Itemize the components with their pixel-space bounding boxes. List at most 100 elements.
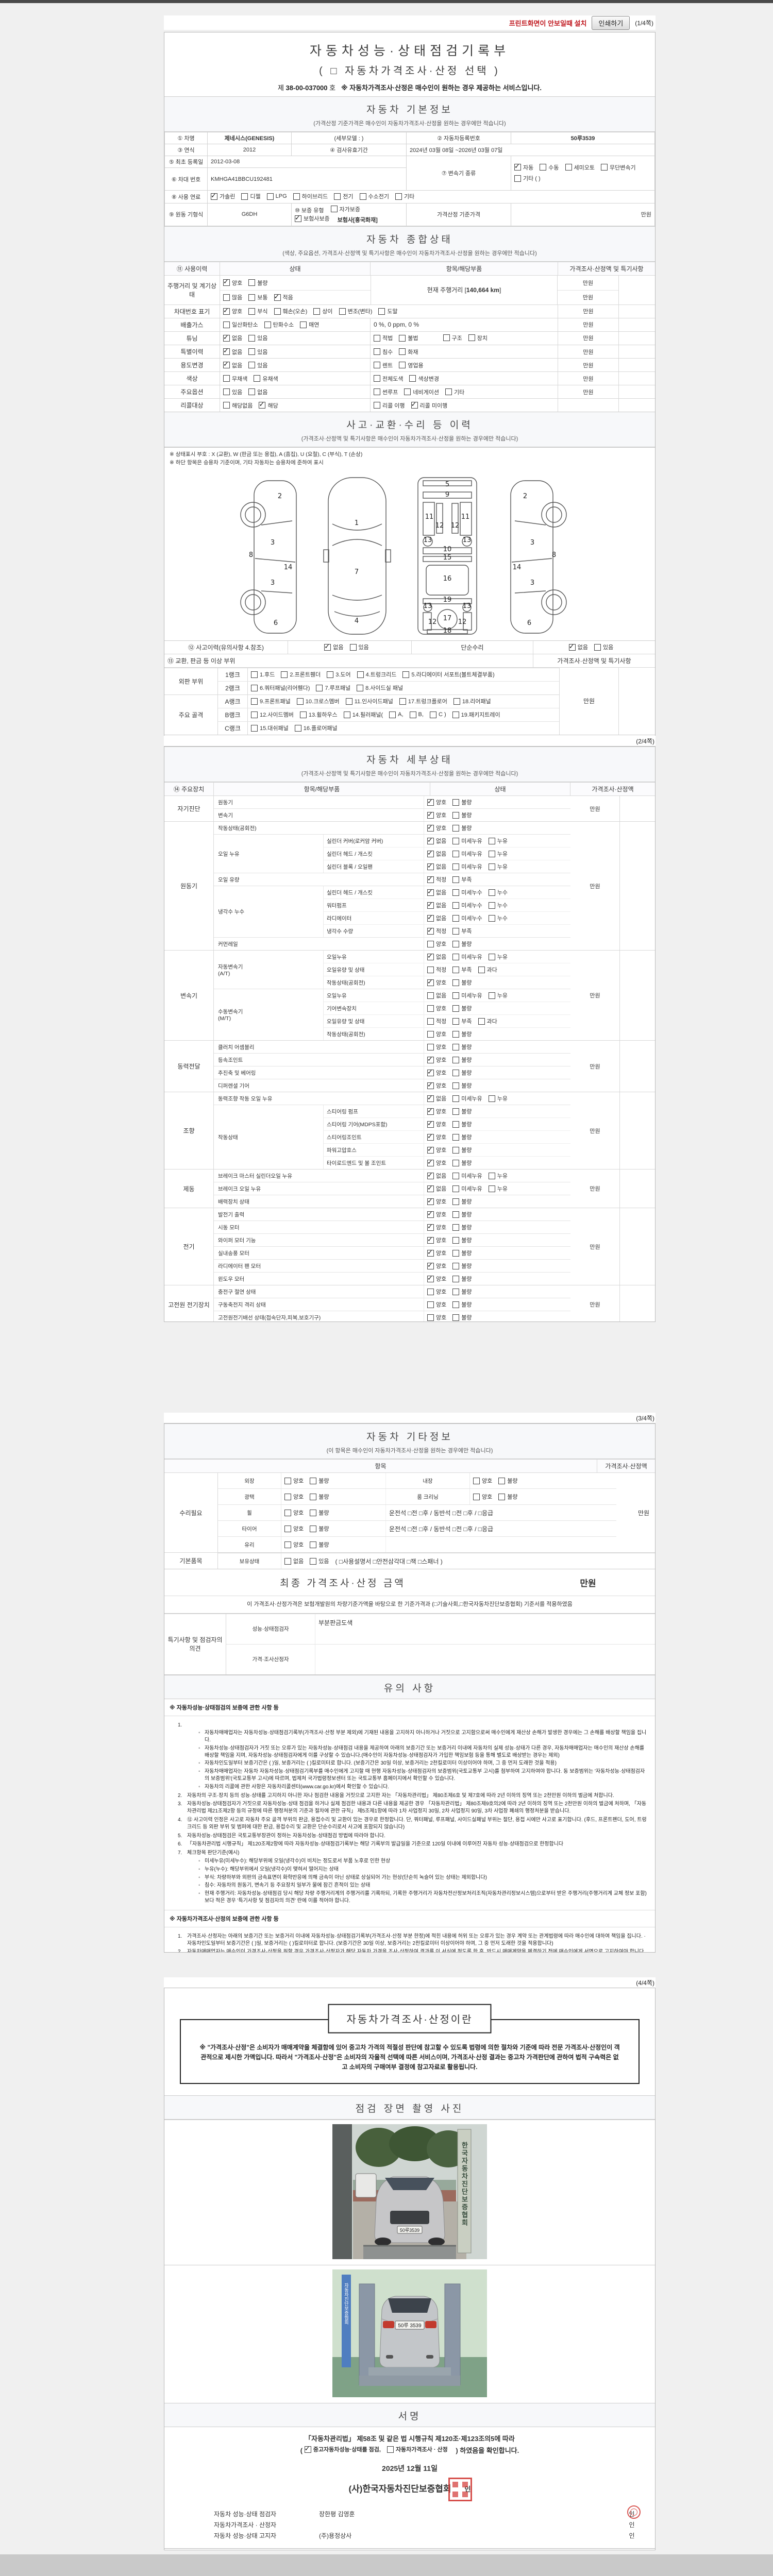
unchecked-checkbox-icon[interactable] [357, 684, 364, 691]
unchecked-checkbox-icon[interactable] [452, 1095, 460, 1102]
checked-checkbox-icon[interactable] [223, 278, 230, 286]
unchecked-checkbox-icon[interactable] [223, 321, 230, 328]
checkbox-option[interactable]: 누유 [488, 837, 508, 845]
unchecked-checkbox-icon[interactable] [478, 966, 485, 973]
checkbox-option[interactable]: 양호 [427, 940, 446, 948]
unchecked-checkbox-icon[interactable] [223, 375, 230, 382]
checkbox-option[interactable]: 양호 [427, 1287, 446, 1296]
checkbox-option[interactable]: 양호 [427, 1081, 446, 1090]
unchecked-checkbox-icon[interactable] [452, 1146, 460, 1154]
unchecked-checkbox-icon[interactable] [248, 279, 256, 286]
checkbox-option[interactable]: 양호 [427, 1261, 446, 1270]
unchecked-checkbox-icon[interactable] [453, 698, 460, 705]
unchecked-checkbox-icon[interactable] [452, 1172, 460, 1179]
checkbox-option[interactable]: 누유 [488, 850, 508, 858]
unchecked-checkbox-icon[interactable] [488, 1185, 495, 1192]
checked-checkbox-icon[interactable] [427, 1145, 434, 1154]
checkbox-option[interactable]: LPG [266, 193, 287, 200]
unchecked-checkbox-icon[interactable] [565, 164, 572, 171]
checkbox-option[interactable]: 양호 [427, 1132, 446, 1141]
unchecked-checkbox-icon[interactable] [452, 1262, 460, 1269]
checkbox-option[interactable]: 양호 [427, 1210, 446, 1218]
checkbox-option[interactable]: 양호 [427, 978, 446, 987]
checkbox-option[interactable]: 미세누유 [452, 1172, 482, 1180]
checkbox-option[interactable]: 양호 [427, 1313, 446, 1321]
unchecked-checkbox-icon[interactable] [488, 1172, 495, 1179]
unchecked-checkbox-icon[interactable] [427, 1314, 434, 1321]
checkbox-option[interactable]: 자동차가격조사 · 산정 [386, 2445, 448, 2453]
unchecked-checkbox-icon[interactable] [284, 1477, 291, 1484]
checkbox-option[interactable]: 색상변경 [409, 375, 439, 383]
checkbox-option[interactable]: 불량 [452, 1069, 472, 1077]
unchecked-checkbox-icon[interactable] [452, 914, 460, 922]
unchecked-checkbox-icon[interactable] [488, 889, 495, 896]
checkbox-option[interactable]: 5.라디에이터 서포트(볼트체결부품) [402, 670, 495, 679]
unchecked-checkbox-icon[interactable] [248, 348, 256, 355]
checked-checkbox-icon[interactable] [295, 214, 301, 222]
checkbox-option[interactable]: 미세누유 [452, 837, 482, 845]
unchecked-checkbox-icon[interactable] [294, 724, 301, 732]
checkbox-option[interactable]: 있음 [248, 361, 268, 369]
unchecked-checkbox-icon[interactable] [343, 711, 350, 718]
checkbox-option[interactable]: 있음 [310, 1557, 329, 1565]
checkbox-option[interactable]: 양호 [427, 1223, 446, 1231]
checkbox-option[interactable]: 보통 [248, 293, 268, 301]
unchecked-checkbox-icon[interactable] [310, 1493, 317, 1500]
submodel-field[interactable]: (세부모델 : ) [291, 132, 407, 144]
checkbox-option[interactable]: 불량 [452, 1262, 472, 1270]
checkbox-option[interactable]: 매연 [300, 320, 319, 329]
unchecked-checkbox-icon[interactable] [299, 711, 307, 718]
unchecked-checkbox-icon[interactable] [445, 388, 452, 395]
unchecked-checkbox-icon[interactable] [488, 837, 495, 844]
checkbox-option[interactable]: 7.루프패널 [316, 684, 350, 692]
unchecked-checkbox-icon[interactable] [284, 1557, 291, 1565]
checkbox-option[interactable]: 기타 [445, 388, 464, 396]
unchecked-checkbox-icon[interactable] [254, 375, 261, 382]
unchecked-checkbox-icon[interactable] [266, 193, 274, 200]
checkbox-option[interactable]: 없음 [427, 862, 446, 871]
checkbox-option[interactable]: 무채색 [223, 375, 247, 383]
final-price-unit[interactable]: 만원 [580, 1579, 596, 1588]
checkbox-option[interactable]: 전체도색 [374, 375, 403, 383]
checkbox-option[interactable]: 양호 [427, 810, 446, 819]
checkbox-option[interactable]: 불량 [452, 1236, 472, 1244]
checkbox-option[interactable]: 없음 [427, 901, 446, 909]
checkbox-option[interactable]: 자가보증 [330, 205, 360, 213]
checkbox-option[interactable]: 썬루프 [374, 388, 398, 396]
checkbox-option[interactable]: 적정 [427, 965, 446, 974]
checkbox-option[interactable]: 양호 [427, 1043, 446, 1051]
unchecked-checkbox-icon[interactable] [404, 388, 411, 395]
unchecked-checkbox-icon[interactable] [357, 671, 364, 678]
unchecked-checkbox-icon[interactable] [310, 1541, 317, 1548]
checkbox-option[interactable]: 없음 [427, 952, 446, 961]
print-button[interactable]: 인쇄하기 [592, 15, 630, 30]
checkbox-option[interactable]: 불량 [452, 1313, 472, 1321]
checkbox-option[interactable]: 없음 [427, 1171, 446, 1180]
unchecked-checkbox-icon[interactable] [488, 914, 495, 922]
checkbox-option[interactable]: 없음 [223, 360, 242, 369]
checked-checkbox-icon[interactable] [427, 913, 434, 922]
checked-checkbox-icon[interactable] [427, 1184, 434, 1192]
unchecked-checkbox-icon[interactable] [452, 889, 460, 896]
checkbox-option[interactable]: 9.프론트패널 [251, 697, 291, 705]
checkbox-option[interactable]: 누수 [488, 901, 508, 909]
checkbox-option[interactable]: 없음 [427, 888, 446, 896]
checkbox-option[interactable]: 불량 [452, 1030, 472, 1038]
checkbox-option[interactable]: 불량 [452, 1120, 472, 1128]
checkbox-option[interactable]: 12.사이드멤버 [251, 710, 294, 719]
unchecked-checkbox-icon[interactable] [223, 402, 230, 409]
unchecked-checkbox-icon[interactable] [293, 193, 300, 200]
checkbox-option[interactable]: 16.플로어패널 [294, 724, 338, 732]
checkbox-option[interactable]: 6.쿼터패널(리어휀다) [251, 684, 310, 692]
checked-checkbox-icon[interactable] [514, 162, 521, 171]
checkbox-option[interactable]: 누유 [488, 1094, 508, 1103]
unchecked-checkbox-icon[interactable] [427, 1005, 434, 1012]
unchecked-checkbox-icon[interactable] [399, 334, 406, 342]
unchecked-checkbox-icon[interactable] [427, 1018, 434, 1025]
checked-checkbox-icon[interactable] [223, 307, 230, 315]
unchecked-checkbox-icon[interactable] [452, 1159, 460, 1166]
unchecked-checkbox-icon[interactable] [359, 193, 366, 200]
checkbox-option[interactable]: 양호 [473, 1477, 492, 1485]
checkbox-option[interactable]: 누유 [488, 1172, 508, 1180]
checked-checkbox-icon[interactable] [427, 823, 434, 832]
